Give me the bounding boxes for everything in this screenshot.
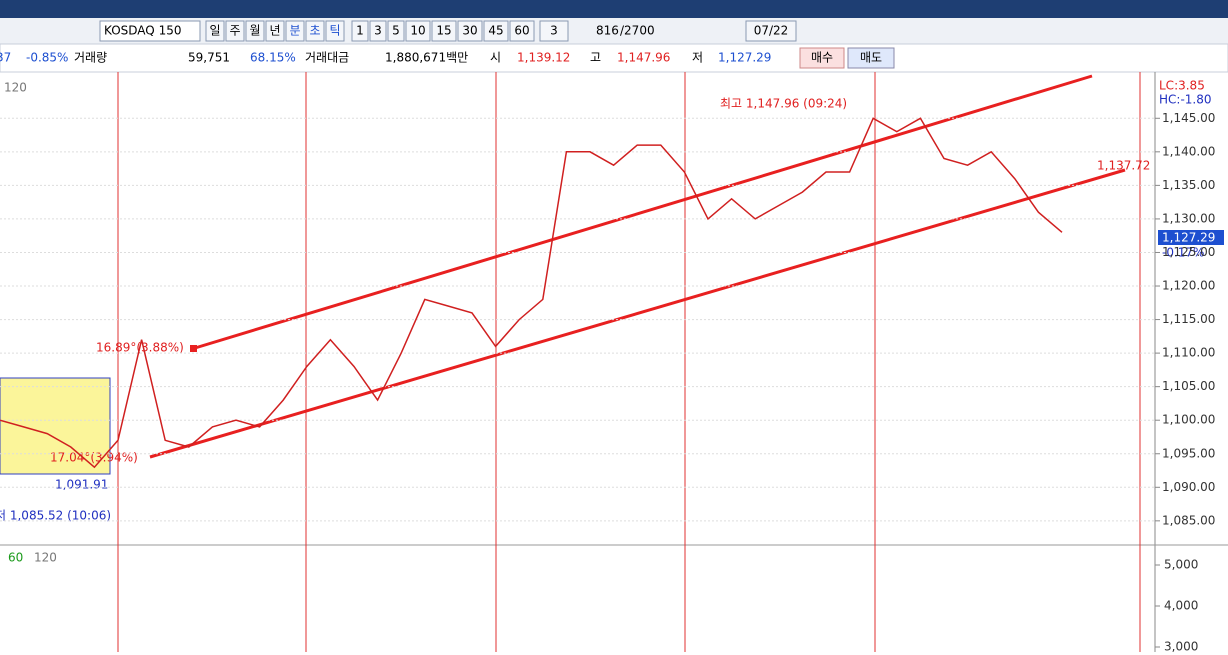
info-bar xyxy=(0,43,1228,73)
info-text: 거래량 xyxy=(74,51,107,65)
total: /2700 xyxy=(620,24,655,38)
button-bg xyxy=(387,20,405,42)
legend: 120 xyxy=(4,81,27,95)
y-tick-label: 1,105.00 xyxy=(1162,379,1215,393)
info-text: 1,127.29 xyxy=(718,51,771,65)
info-text: -0.85% xyxy=(26,51,68,65)
button[interactable]: 45 xyxy=(488,24,503,38)
annotation: -0.17% xyxy=(1162,246,1204,260)
input xyxy=(99,20,201,42)
y-tick-label: 1,125.00 xyxy=(1162,245,1215,259)
y-tick-label: 4,000 xyxy=(1164,599,1198,613)
info-text: 거래대금 xyxy=(305,51,349,65)
annotation: 최고 1,147.96 (09:24) xyxy=(720,97,847,111)
y-tick-label: 5,000 xyxy=(1164,558,1198,572)
shown: 816 xyxy=(596,24,619,38)
button-bg xyxy=(509,20,535,42)
button-bg xyxy=(265,20,285,42)
code-input[interactable]: KOSDAQ 150 xyxy=(104,24,181,38)
info-text: 68.15% xyxy=(250,51,296,65)
annotation: HC:-1.80 xyxy=(1159,93,1212,107)
button[interactable]: 60 xyxy=(514,24,529,38)
info-text: 시 xyxy=(490,51,501,65)
y-tick-label: 1,095.00 xyxy=(1162,446,1215,460)
button-bg xyxy=(431,20,457,42)
button-bg xyxy=(457,20,483,42)
button[interactable]: 월 xyxy=(249,24,260,38)
y-tick-label: 3,000 xyxy=(1164,639,1198,652)
button[interactable]: 일 xyxy=(209,24,220,38)
y-tick-label: 1,110.00 xyxy=(1162,346,1215,360)
info-text: 고 xyxy=(590,51,601,65)
button-bg xyxy=(483,20,509,42)
toolbar xyxy=(0,18,1228,44)
info-text: 1,880,671백만 xyxy=(385,51,468,65)
last-box xyxy=(1158,230,1224,245)
button-bg xyxy=(285,20,305,42)
title-bar xyxy=(0,0,1228,18)
y-tick-label: 1,120.00 xyxy=(1162,279,1215,293)
y-tick-label: 1,100.00 xyxy=(1162,413,1215,427)
buy-bg xyxy=(799,47,845,69)
button-bg xyxy=(405,20,431,42)
buy-button[interactable]: 매수 xyxy=(811,51,833,65)
button-bg xyxy=(539,20,569,42)
button-bg xyxy=(245,20,265,42)
button[interactable]: 분 xyxy=(289,24,300,38)
y-tick-label: 1,115.00 xyxy=(1162,312,1215,326)
annotation: 1,091.91 xyxy=(55,478,108,492)
button[interactable]: 1 xyxy=(356,24,364,38)
button[interactable]: 년 xyxy=(269,24,280,38)
legend: 120 xyxy=(34,551,57,565)
y-tick-label: 1,145.00 xyxy=(1162,111,1215,125)
price-line xyxy=(0,117,1063,469)
session-lines xyxy=(117,72,1141,652)
button-bg xyxy=(305,20,325,42)
y-tick-label: 1,090.00 xyxy=(1162,480,1215,494)
button-bg xyxy=(225,20,245,42)
button-bg xyxy=(351,20,369,42)
sell-button[interactable]: 매도 xyxy=(860,51,882,65)
button[interactable]: 3 xyxy=(374,24,382,38)
annotation: 저 1,085.52 (10:06) xyxy=(0,509,111,523)
annotation: 17.04°(3.94%) xyxy=(50,451,138,465)
info-text: 37 xyxy=(0,51,11,65)
annotation: LC:3.85 xyxy=(1159,79,1205,93)
button[interactable]: 30 xyxy=(462,24,477,38)
button[interactable]: 10 xyxy=(410,24,425,38)
info-text: 1,139.12 xyxy=(517,51,570,65)
button[interactable]: 07/22 xyxy=(754,24,789,38)
button[interactable]: 3 xyxy=(550,24,558,38)
annotation: 1,127.29 xyxy=(1162,231,1215,245)
channel xyxy=(149,74,1126,459)
y-tick-label: 1,140.00 xyxy=(1162,144,1215,158)
annotation: 1,137.72 xyxy=(1097,159,1150,173)
button[interactable]: 5 xyxy=(392,24,400,38)
anchor xyxy=(190,345,197,352)
info-text: 59,751 xyxy=(188,51,230,65)
y-tick-label: 1,135.00 xyxy=(1162,178,1215,192)
button-bg xyxy=(745,20,797,42)
sell-bg xyxy=(847,47,895,69)
button[interactable]: 틱 xyxy=(329,24,340,38)
button[interactable]: 초 xyxy=(309,24,320,38)
y-tick-label: 1,085.00 xyxy=(1162,513,1215,527)
button-bg xyxy=(369,20,387,42)
button-bg xyxy=(325,20,345,42)
info-text: 1,147.96 xyxy=(617,51,670,65)
info-text: 저 xyxy=(692,51,703,65)
button[interactable]: 15 xyxy=(436,24,451,38)
button-bg xyxy=(205,20,225,42)
button[interactable]: 주 xyxy=(229,24,240,38)
y-tick-label: 1,130.00 xyxy=(1162,211,1215,225)
legend: 60 xyxy=(8,551,23,565)
